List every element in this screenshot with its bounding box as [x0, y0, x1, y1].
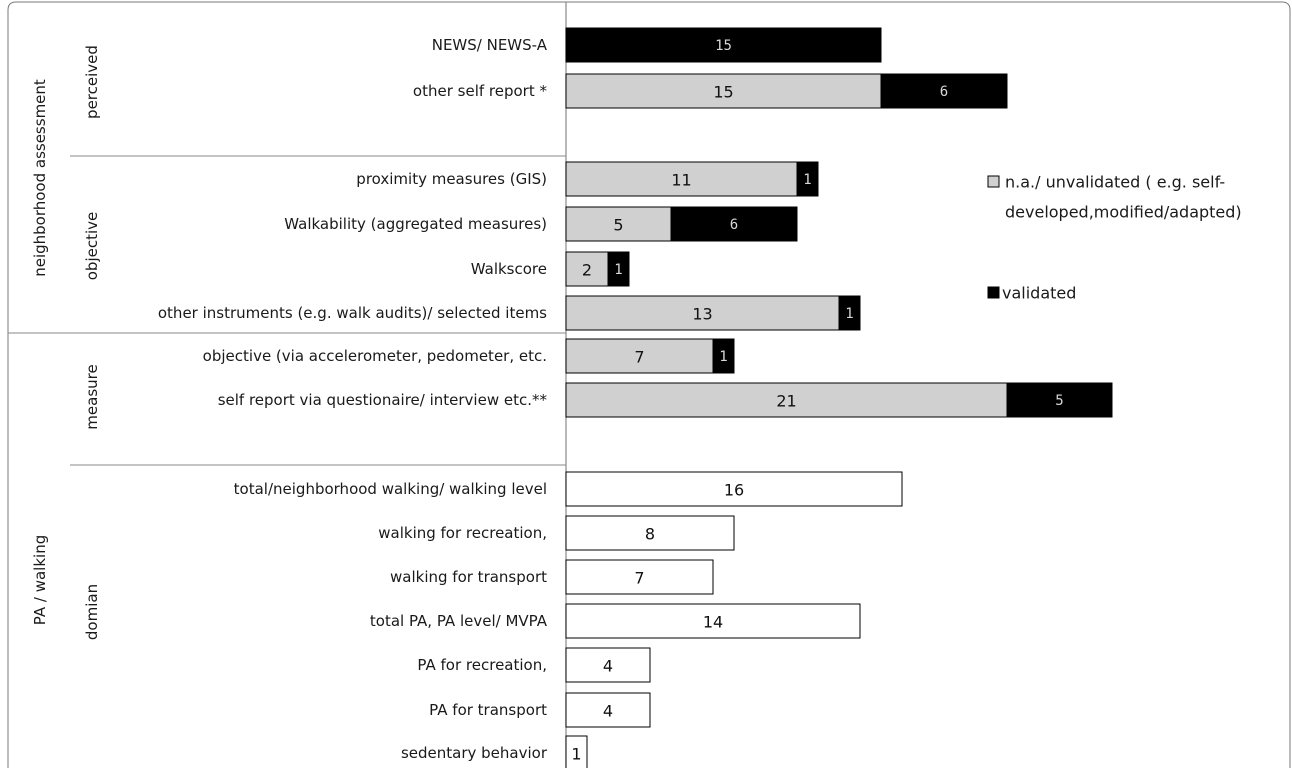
category-label: NEWS/ NEWS-A — [432, 36, 548, 54]
data-label: 5 — [613, 216, 623, 235]
bar-segment — [1006, 382, 1113, 418]
legend-label-unvalidated: n.a./ unvalidated ( e.g. self- — [1005, 173, 1225, 192]
group-labels: neighborhood assessment perceived objectiv… — [31, 45, 101, 640]
legend-label-unvalidated-line2: developed,modified/adapted) — [1005, 203, 1242, 222]
category-label: total/neighborhood walking/ walking leve… — [234, 480, 547, 498]
category-label: total PA, PA level/ MVPA — [370, 612, 548, 630]
bar-segment — [796, 161, 819, 197]
data-label: 4 — [603, 657, 613, 676]
category-label: walking for transport — [390, 568, 547, 586]
category-label: PA for recreation, — [417, 656, 547, 674]
bar-segment — [565, 382, 1008, 418]
category-label: PA for transport — [429, 701, 547, 719]
category-label: walking for recreation, — [378, 524, 547, 542]
category-label: Walkscore — [471, 260, 547, 278]
subgroup-label: measure — [83, 364, 101, 429]
bar-segment — [607, 251, 630, 287]
category-label: proximity measures (GIS) — [356, 170, 547, 188]
subgroup-label: perceived — [83, 45, 101, 119]
group-label: neighborhood assessment — [31, 79, 49, 277]
data-label: 6 — [730, 217, 738, 233]
data-label: 1 — [845, 306, 853, 322]
legend: n.a./ unvalidated ( e.g. self-developed,… — [987, 173, 1242, 303]
category-label: objective (via accelerometer, pedometer,… — [203, 347, 547, 365]
bar-segment — [712, 338, 735, 374]
category-label: other self report * — [413, 82, 548, 100]
bar-segment — [565, 27, 882, 63]
data-label: 1 — [571, 745, 581, 764]
bar-segment — [565, 692, 651, 728]
bar-segment — [670, 206, 798, 242]
bar-segment — [565, 515, 735, 551]
bar-segment — [565, 647, 651, 683]
bar-segment — [880, 73, 1008, 109]
subgroup-label: objective — [83, 212, 101, 281]
bar-segment — [838, 295, 861, 331]
bar-segment — [565, 603, 861, 639]
data-label: 5 — [1055, 393, 1063, 409]
bar-segment — [565, 471, 903, 507]
bar-segment — [565, 735, 588, 768]
chart-frame — [7, 1, 1291, 768]
subgroup-label: domian — [83, 584, 101, 640]
bar-segment — [565, 251, 609, 287]
data-label: 11 — [671, 171, 691, 190]
data-label: 8 — [645, 525, 655, 544]
bar-segment — [565, 559, 714, 595]
data-label: 13 — [692, 305, 712, 324]
data-label: 15 — [715, 38, 732, 54]
outer-border — [7, 1, 1291, 768]
data-label: 6 — [940, 84, 948, 100]
legend-swatch-unvalidated — [987, 175, 1000, 188]
data-label: 4 — [603, 702, 613, 721]
data-label: 14 — [703, 613, 723, 632]
category-label: Walkability (aggregated measures) — [284, 215, 547, 233]
data-label: 2 — [582, 261, 592, 280]
data-label: 7 — [634, 348, 644, 367]
data-label: 1 — [719, 349, 727, 365]
data-label: 16 — [724, 481, 744, 500]
bar-segment — [565, 73, 882, 109]
data-label: 21 — [776, 392, 796, 411]
data-label: 1 — [803, 172, 811, 188]
data-label: 7 — [634, 569, 644, 588]
category-label: sedentary behavior — [401, 744, 548, 762]
data-label: 1 — [614, 262, 622, 278]
data-label: 15 — [713, 83, 733, 102]
group-label: PA / walking — [31, 535, 49, 625]
legend-swatch-validated — [987, 286, 1000, 299]
category-label: other instruments (e.g. walk audits)/ se… — [158, 304, 547, 322]
category-labels: NEWS/ NEWS-A other self report * proximity… — [158, 36, 548, 762]
legend-label-validated: validated — [1002, 284, 1076, 303]
category-label: self report via questionaire/ interview … — [218, 391, 548, 409]
